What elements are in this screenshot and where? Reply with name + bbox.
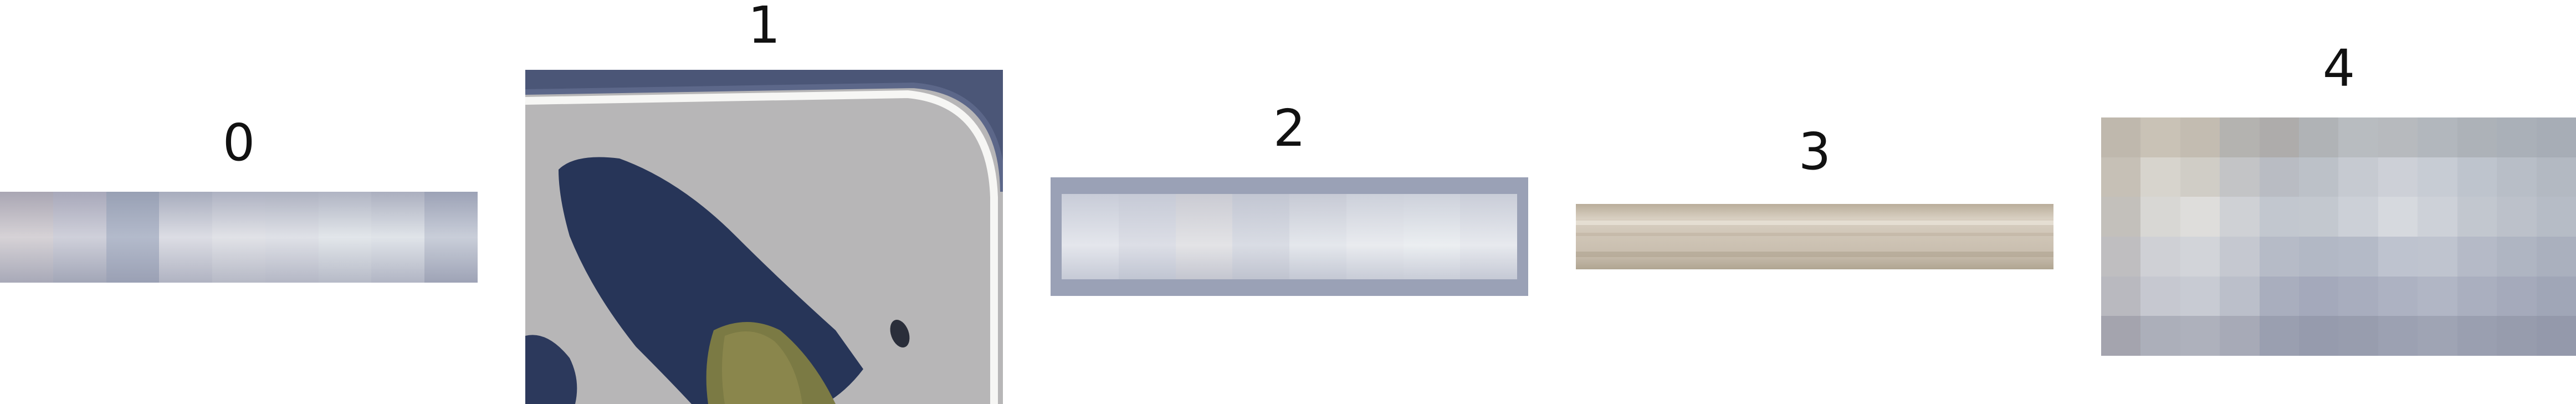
pixel-cell: [2338, 316, 2378, 356]
pixel-cell: [2140, 236, 2180, 277]
pixel-cell: [2140, 157, 2180, 197]
pixel-cell: [2497, 157, 2537, 197]
pixel-cell: [2180, 197, 2220, 237]
pixel-cell: [2418, 117, 2457, 157]
pixel-cell: [2457, 276, 2497, 316]
pixel-cell: [2101, 117, 2141, 157]
pixel-cell: [2418, 276, 2457, 316]
pixel-cell: [2101, 236, 2141, 277]
pixel-cell: [2140, 117, 2180, 157]
pixel-cell: [2497, 117, 2537, 157]
pixel-cell: [2299, 157, 2339, 197]
pixel-cell: [2220, 197, 2260, 237]
panel-label-4: 4: [2322, 39, 2355, 98]
pixel-cell: [2497, 236, 2537, 277]
pixel-cell: [2457, 197, 2497, 237]
pixel-cell: [2140, 197, 2180, 237]
pixel-cell: [2220, 276, 2260, 316]
pixel-cell: [2378, 236, 2418, 277]
pixel-cell: [2536, 157, 2576, 197]
panel-label-3: 3: [1798, 122, 1831, 181]
image-crop-0: [0, 192, 478, 283]
image-crop-4: [2101, 117, 2576, 356]
pixel-cell: [2220, 316, 2260, 356]
pixel-cell: [2497, 276, 2537, 316]
pixel-cell: [2101, 316, 2141, 356]
pixel-cell: [2101, 157, 2141, 197]
pixel-cell: [2378, 157, 2418, 197]
pixel-cell: [2536, 236, 2576, 277]
pixel-cell: [2338, 117, 2378, 157]
pixel-cell: [2457, 157, 2497, 197]
pixel-cell: [2259, 157, 2300, 197]
pixel-cell: [2259, 316, 2300, 356]
pixel-cell: [2259, 197, 2300, 237]
pixel-cell: [2259, 276, 2300, 316]
pixel-cell: [2220, 157, 2260, 197]
image-crop-1: [525, 70, 1003, 404]
pixel-cell: [2497, 316, 2537, 356]
pixel-cell: [2536, 117, 2576, 157]
pixel-cell: [2101, 276, 2141, 316]
pixel-cell: [2180, 316, 2220, 356]
pixel-cell: [2338, 197, 2378, 237]
pixel-cell: [2457, 117, 2497, 157]
pixel-cell: [2220, 236, 2260, 277]
panel-label-1: 1: [747, 0, 781, 55]
image-crop-2: [1051, 177, 1528, 296]
pixel-cell: [2140, 276, 2180, 316]
strip-image: [1576, 221, 2053, 257]
pixel-cell: [2457, 236, 2497, 277]
pixel-cell: [2259, 117, 2300, 157]
pixel-cell: [2536, 316, 2576, 356]
pixel-cell: [2338, 236, 2378, 277]
pixel-cell: [2497, 197, 2537, 237]
pixel-cell: [2418, 316, 2457, 356]
pixel-cell: [2338, 157, 2378, 197]
pixel-cell: [2299, 276, 2339, 316]
pixel-cell: [2220, 117, 2260, 157]
pixel-cell: [2536, 197, 2576, 237]
pixel-cell: [2101, 197, 2141, 237]
pixel-cell: [2299, 236, 2339, 277]
pixel-cell: [2180, 157, 2220, 197]
pixel-cell: [2140, 316, 2180, 356]
pixel-cell: [2299, 197, 2339, 237]
pixel-cell: [2378, 117, 2418, 157]
pixel-cell: [2378, 197, 2418, 237]
pixel-cell: [2418, 236, 2457, 277]
pixel-cell: [2180, 236, 2220, 277]
pixel-cell: [2299, 316, 2339, 356]
pixel-cell: [2536, 276, 2576, 316]
pixel-cell: [2457, 316, 2497, 356]
pixel-cell: [2378, 316, 2418, 356]
image-crop-3: [1576, 204, 2053, 269]
panel-label-0: 0: [222, 113, 255, 172]
pixel-cell: [2180, 276, 2220, 316]
panel-label-2: 2: [1273, 99, 1306, 158]
pixel-cell: [2418, 157, 2457, 197]
aerial-image: [525, 70, 1003, 404]
pixel-grid: [2101, 117, 2576, 356]
pixel-cell: [2259, 236, 2300, 277]
pixel-cell: [2418, 197, 2457, 237]
pixel-cell: [2299, 117, 2339, 157]
pixel-cell: [2180, 117, 2220, 157]
pixel-cell: [2378, 276, 2418, 316]
pixel-cell: [2338, 276, 2378, 316]
